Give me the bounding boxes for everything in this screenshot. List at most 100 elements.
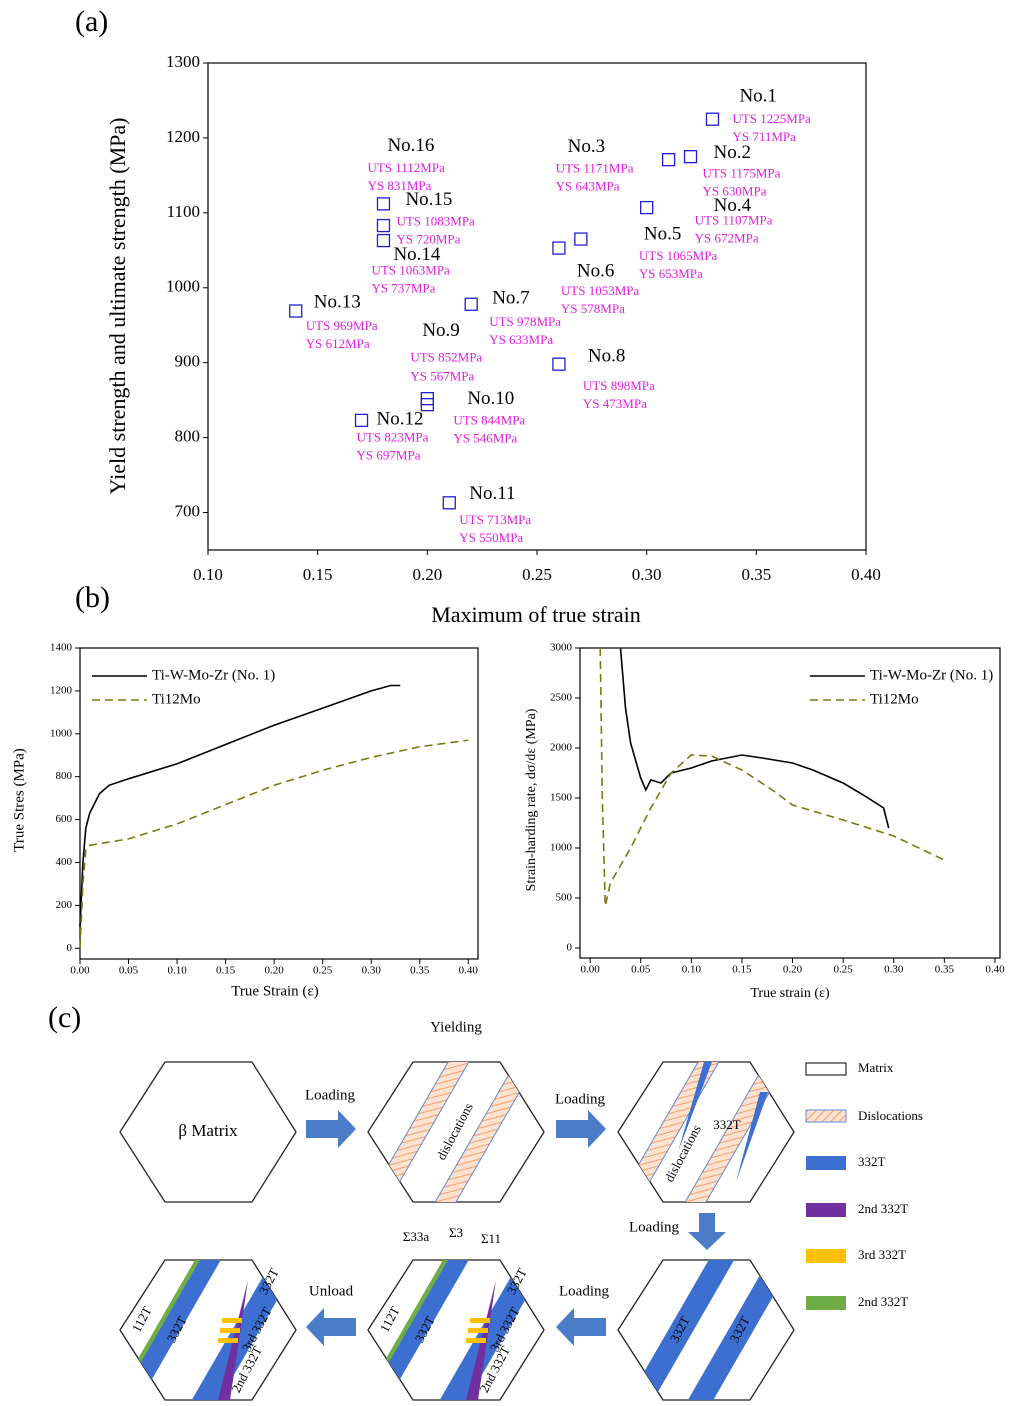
y-tick-label: 800	[175, 427, 201, 446]
line	[619, 647, 890, 829]
data-label: UTS 1225MPa	[732, 111, 811, 126]
data-label: UTS 898MPa	[583, 378, 655, 393]
arrow	[688, 1213, 726, 1250]
data-label: UTS 1053MPa	[561, 283, 640, 298]
y-tick-label: 1500	[550, 792, 573, 804]
stage-label: Yielding	[430, 1019, 482, 1035]
y-tick-label: 400	[56, 856, 73, 868]
x-tick-label: 0.10	[167, 965, 187, 977]
scatter-point	[354, 413, 369, 428]
arrow	[556, 1308, 606, 1346]
x-axis-label: True Strain (ε)	[231, 983, 318, 999]
x-tick-label: 0.40	[851, 565, 881, 584]
x-tick-label: 0.15	[303, 565, 333, 584]
boundary-label: Σ33a	[403, 1229, 430, 1244]
x-tick-label: 0.10	[193, 565, 223, 584]
ys-label: YS 633MPa	[489, 332, 553, 347]
y-tick-label: 0	[67, 942, 73, 954]
y-tick-label: 800	[56, 770, 73, 782]
y-tick-label: 1200	[50, 684, 73, 696]
hexagon: dislocations	[367, 1061, 545, 1203]
ys-label: YS 737MPa	[371, 281, 435, 296]
boundary-label: Σ11	[481, 1231, 501, 1246]
panel-label: (a)	[75, 5, 108, 38]
scatter-point	[683, 150, 698, 164]
x-tick-label: 0.35	[741, 565, 771, 584]
data-label: UTS 713MPa	[459, 512, 531, 527]
band-label: 332T	[504, 1266, 530, 1297]
x-tick-label: 0.20	[783, 964, 803, 976]
point-label: No.15	[405, 189, 452, 210]
scatter-point	[376, 197, 391, 211]
hexagon: 112T 332T 332T 3rd 332T 2nd 332T	[119, 1259, 297, 1401]
scatter-point	[289, 304, 303, 318]
y-tick-label: 900	[175, 352, 201, 371]
arrow-label: Loading	[555, 1091, 605, 1107]
data-label: UTS 1112MPa	[367, 160, 445, 175]
data-label: UTS 1065MPa	[639, 248, 718, 263]
x-tick-label: 0.10	[682, 964, 702, 976]
x-axis-label: Maximum of true strain	[431, 602, 641, 627]
point-label: No.1	[739, 86, 776, 107]
hexagon: Σ33a Σ3 Σ11 112T 332T 332T 3rd 332T 2nd …	[367, 1225, 545, 1401]
y-tick-label: 3000	[550, 642, 573, 654]
legend-label: Ti12Mo	[152, 691, 201, 707]
data-label: UTS 1083MPa	[396, 214, 475, 229]
line	[79, 739, 469, 949]
panel-label: (c)	[48, 1001, 81, 1034]
chart: 0.00 0.05 0.10 0.15 0.20 0.25 0.30 0.35 0.40 0 500…	[524, 642, 1005, 1002]
ys-label: YS 653MPa	[639, 266, 703, 281]
x-tick-label: 0.35	[410, 965, 430, 977]
point-label: No.14	[393, 244, 440, 265]
ys-label: YS 546MPa	[453, 431, 517, 446]
legend-label: 3rd 332T	[858, 1247, 906, 1262]
hexagon: β Matrix	[119, 1061, 297, 1203]
data-label: UTS 1175MPa	[703, 166, 781, 181]
point-label: No.10	[467, 388, 514, 409]
ys-label: YS 831MPa	[367, 178, 431, 193]
legend-label: Dislocations	[858, 1108, 923, 1123]
ys-label: YS 550MPa	[459, 530, 523, 545]
x-tick-label: 0.15	[732, 964, 752, 976]
y-tick-label: 1000	[550, 842, 573, 854]
point-label: No.13	[314, 291, 361, 312]
point-label: No.11	[469, 483, 515, 504]
ys-label: YS 578MPa	[561, 301, 625, 316]
y-tick-label: 2500	[550, 692, 573, 704]
hex-label: β Matrix	[178, 1121, 238, 1140]
line	[599, 647, 945, 907]
legend-label: 332T	[858, 1154, 886, 1169]
data-label: UTS 844MPa	[453, 413, 525, 428]
diagram-legend: Matrix Dislocations 332T 2nd 332T 3rd 33…	[805, 1060, 923, 1310]
scatter-point	[552, 357, 566, 371]
diagram: β Matrix Yielding dislocations 332T disl…	[119, 1019, 923, 1401]
x-tick-label: 0.30	[884, 964, 904, 976]
data-label: UTS 823MPa	[357, 429, 429, 444]
point-label: No.16	[387, 135, 434, 156]
y-tick-label: 2000	[550, 742, 573, 754]
ys-label: YS 697MPa	[357, 447, 421, 462]
y-tick-label: 1100	[167, 202, 200, 221]
data-label: UTS 1171MPa	[556, 161, 634, 176]
line	[79, 684, 401, 927]
legend-label: Ti-W-Mo-Zr (No. 1)	[870, 667, 993, 683]
panel-label: (b)	[75, 581, 110, 614]
point-label: No.4	[714, 195, 752, 216]
ys-label: YS 630MPa	[703, 184, 767, 199]
x-tick-label: 0.40	[459, 965, 479, 977]
data-label: UTS 1063MPa	[371, 263, 450, 278]
ys-label: YS 711MPa	[732, 129, 796, 144]
x-tick-label: 0.30	[632, 565, 662, 584]
legend-label: Ti12Mo	[870, 691, 919, 707]
scatter-point	[442, 496, 456, 510]
y-tick-label: 500	[556, 892, 573, 904]
point-label: No.7	[492, 288, 529, 309]
x-tick-label: 0.25	[834, 964, 854, 976]
scatter-point	[574, 232, 588, 246]
scatter-point	[705, 112, 720, 126]
plot-frame	[579, 647, 1001, 959]
y-tick-label: 1400	[50, 642, 73, 654]
point-label: No.9	[422, 320, 459, 341]
band-label: 332T	[256, 1266, 282, 1297]
